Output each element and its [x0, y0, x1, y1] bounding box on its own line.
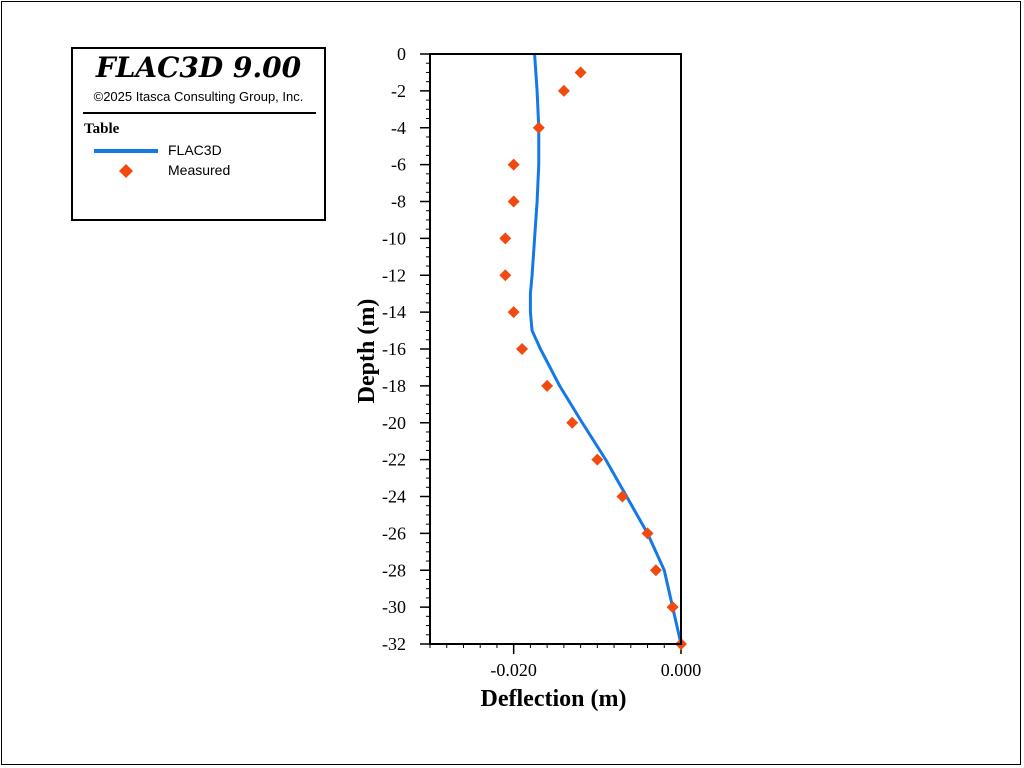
measured-point — [557, 84, 570, 97]
measured-point — [641, 527, 654, 540]
y-tick-label: -22 — [382, 450, 406, 470]
measured-point — [499, 232, 512, 245]
measured-point — [507, 158, 520, 171]
y-tick-label: -8 — [391, 192, 406, 212]
series-markers-measured — [499, 66, 687, 650]
plot-area-border — [429, 53, 682, 645]
y-tick-label: -4 — [391, 118, 406, 138]
legend-entry-flac3d: FLAC3D — [168, 142, 222, 158]
minor-ticks — [426, 53, 682, 648]
y-tick-label: -2 — [391, 81, 406, 101]
y-tick-label: -14 — [382, 302, 406, 322]
y-tick-label: -30 — [382, 597, 406, 617]
measured-point — [507, 195, 520, 208]
measured-point — [499, 269, 512, 282]
measured-point — [507, 306, 520, 319]
y-axis-ticks: 0 -2 -4 -6 -8 -10 -12 -14 -16 -18 -20 -22 -24 -26 -28 -… — [382, 44, 430, 654]
y-tick-label: -26 — [382, 523, 406, 543]
y-tick-label: -6 — [391, 155, 406, 175]
y-tick-label: -24 — [382, 487, 406, 507]
measured-point — [616, 490, 629, 503]
y-tick-label: -18 — [382, 376, 406, 396]
x-tick-label: -0.020 — [490, 660, 537, 680]
y-axis-title: Depth (m) — [354, 299, 380, 404]
legend-diamond-swatch-icon — [119, 164, 133, 178]
legend-table-label: Table — [84, 121, 120, 137]
legend-box: FLAC3D 9.00 ©2025 Itasca Consulting Grou… — [71, 47, 326, 221]
legend-entry-measured: Measured — [168, 162, 231, 178]
measured-point — [591, 453, 604, 466]
measured-point — [574, 66, 587, 79]
legend-copyright: ©2025 Itasca Consulting Group, Inc. — [93, 89, 304, 104]
measured-point — [532, 121, 545, 134]
x-axis-title: Deflection (m) — [481, 686, 627, 712]
measured-point — [649, 564, 662, 577]
y-tick-label: -16 — [382, 339, 406, 359]
measured-point — [566, 416, 579, 429]
y-tick-label: -10 — [382, 228, 406, 248]
series-line-flac3d — [528, 53, 683, 645]
y-tick-label: -20 — [382, 413, 406, 433]
y-tick-label: 0 — [397, 44, 406, 64]
measured-point — [541, 379, 554, 392]
measured-point — [516, 343, 529, 355]
measured-point — [666, 601, 679, 614]
x-axis-ticks: -0.020 0.000 — [490, 644, 701, 680]
y-tick-label: -12 — [382, 265, 406, 285]
x-tick-label: 0.000 — [661, 660, 702, 680]
legend-line-swatch-icon — [94, 149, 158, 153]
legend-title: FLAC3D 9.00 — [95, 51, 302, 84]
y-tick-label: -32 — [382, 634, 406, 654]
legend-divider — [83, 112, 316, 114]
y-tick-label: -28 — [382, 560, 406, 580]
